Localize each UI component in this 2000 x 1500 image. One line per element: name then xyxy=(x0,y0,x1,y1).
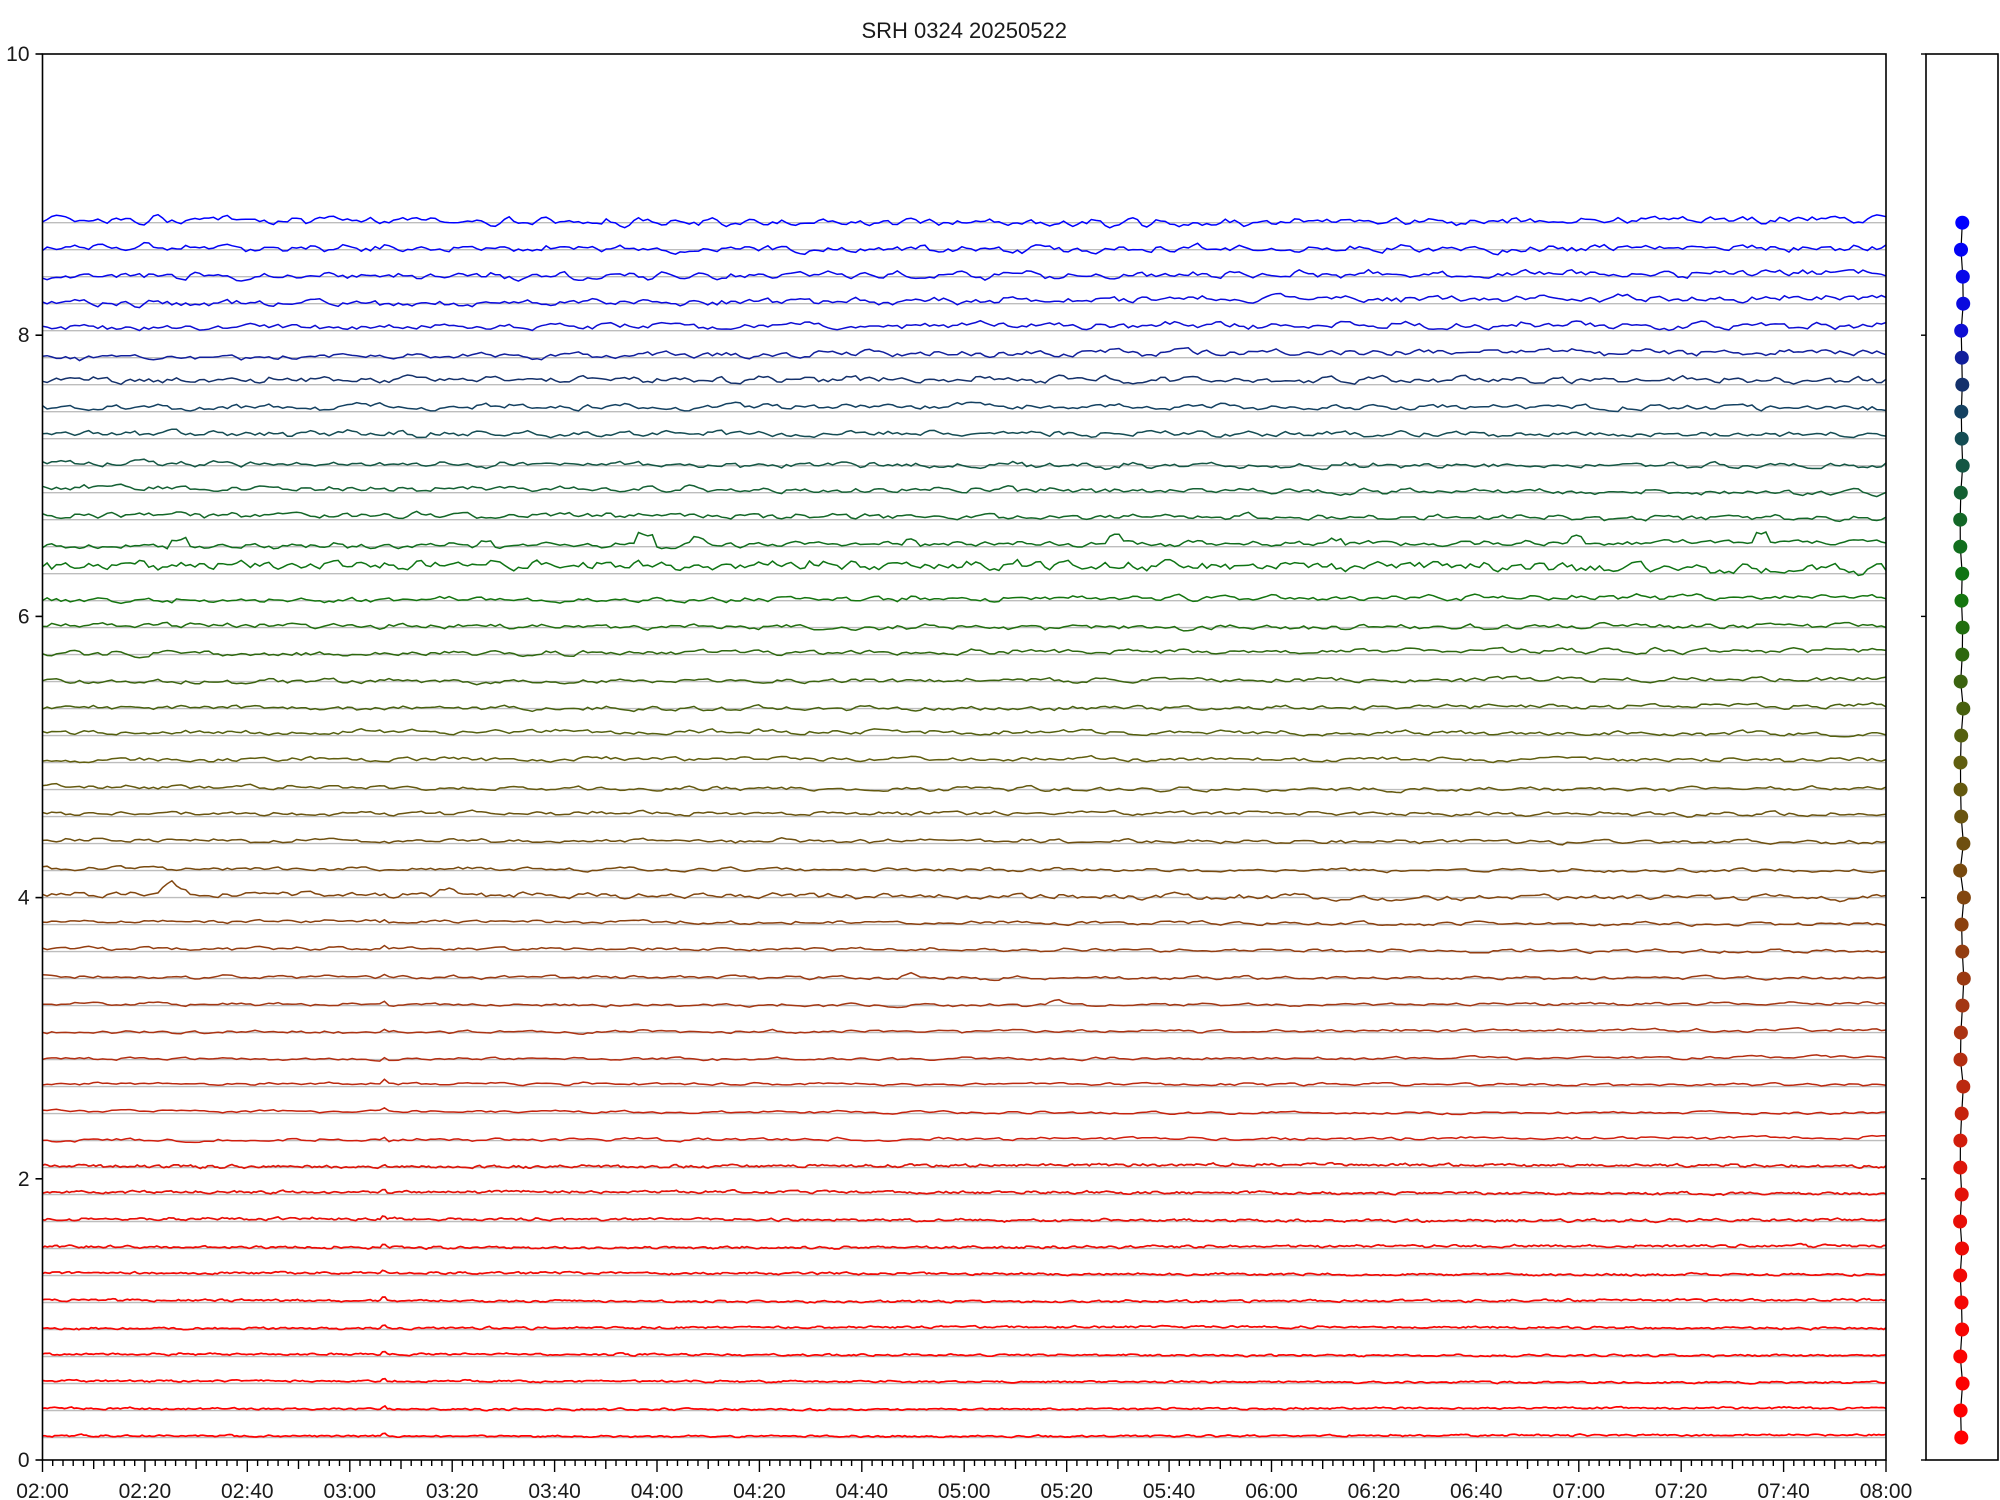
svg-text:05:00: 05:00 xyxy=(938,1480,991,1500)
svg-text:05:20: 05:20 xyxy=(1040,1480,1093,1500)
svg-text:06:40: 06:40 xyxy=(1450,1480,1503,1500)
svg-text:10: 10 xyxy=(6,43,29,66)
svg-text:4: 4 xyxy=(18,887,30,910)
svg-text:04:20: 04:20 xyxy=(733,1480,786,1500)
svg-text:02:40: 02:40 xyxy=(221,1480,274,1500)
svg-text:02:20: 02:20 xyxy=(119,1480,172,1500)
svg-text:8: 8 xyxy=(18,324,30,347)
svg-text:06:00: 06:00 xyxy=(1245,1480,1298,1500)
svg-text:03:20: 03:20 xyxy=(426,1480,479,1500)
svg-text:0: 0 xyxy=(18,1449,30,1472)
svg-text:6: 6 xyxy=(18,605,30,628)
svg-text:03:40: 03:40 xyxy=(528,1480,581,1500)
svg-text:05:40: 05:40 xyxy=(1143,1480,1196,1500)
svg-text:07:20: 07:20 xyxy=(1655,1480,1708,1500)
svg-text:SRH 0324 20250522: SRH 0324 20250522 xyxy=(861,18,1067,43)
svg-text:04:40: 04:40 xyxy=(836,1480,889,1500)
svg-text:04:00: 04:00 xyxy=(631,1480,684,1500)
svg-text:08:00: 08:00 xyxy=(1860,1480,1913,1500)
svg-text:07:00: 07:00 xyxy=(1553,1480,1606,1500)
svg-text:03:00: 03:00 xyxy=(324,1480,377,1500)
svg-text:07:40: 07:40 xyxy=(1757,1480,1810,1500)
svg-text:06:20: 06:20 xyxy=(1348,1480,1401,1500)
svg-text:2: 2 xyxy=(18,1168,30,1191)
svg-text:02:00: 02:00 xyxy=(16,1480,69,1500)
